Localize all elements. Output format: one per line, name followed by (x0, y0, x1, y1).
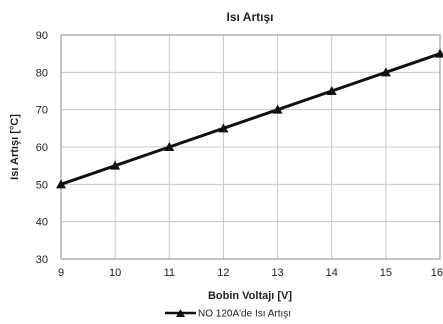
series-layer (56, 48, 443, 189)
x-tick-label: 15 (380, 267, 392, 279)
y-tick-label: 80 (36, 67, 48, 79)
x-tick-label: 11 (164, 267, 175, 279)
y-tick-label: 50 (36, 179, 48, 191)
data-point (380, 67, 391, 77)
y-tick-label: 70 (36, 105, 48, 117)
y-tick-label: 40 (36, 217, 48, 229)
x-tick-label: 12 (217, 267, 229, 279)
data-point (435, 48, 443, 58)
grid (60, 34, 441, 260)
legend: NO 120A'de Isı Artışı (165, 309, 291, 320)
tick-labels: 9 10 11 12 13 14 15 16 30 40 50 60 70 80 90 (36, 30, 443, 279)
y-tick-label: 30 (36, 254, 48, 266)
data-point (272, 104, 283, 114)
x-tick-label: 16 (431, 267, 443, 279)
data-point (164, 142, 175, 151)
data-point (326, 86, 337, 95)
y-tick-label: 90 (36, 30, 48, 42)
data-point (56, 179, 66, 189)
x-tick-label: 9 (58, 267, 64, 279)
chart-title: Isı Artışı (227, 10, 274, 24)
data-point (110, 160, 121, 170)
legend-marker (176, 309, 185, 317)
y-axis-label: Isı Artışı [°C] (9, 114, 21, 180)
x-tick-label: 13 (271, 267, 283, 279)
legend-entry: NO 120A'de Isı Artışı (198, 309, 291, 320)
series-line (60, 52, 441, 186)
x-tick-label: 10 (109, 267, 121, 279)
x-tick-label: 14 (326, 267, 338, 279)
data-point (218, 123, 229, 133)
plot-frame (60, 34, 441, 260)
y-tick-label: 60 (36, 142, 48, 154)
x-axis-label: Bobin Voltajı [V] (208, 290, 292, 302)
